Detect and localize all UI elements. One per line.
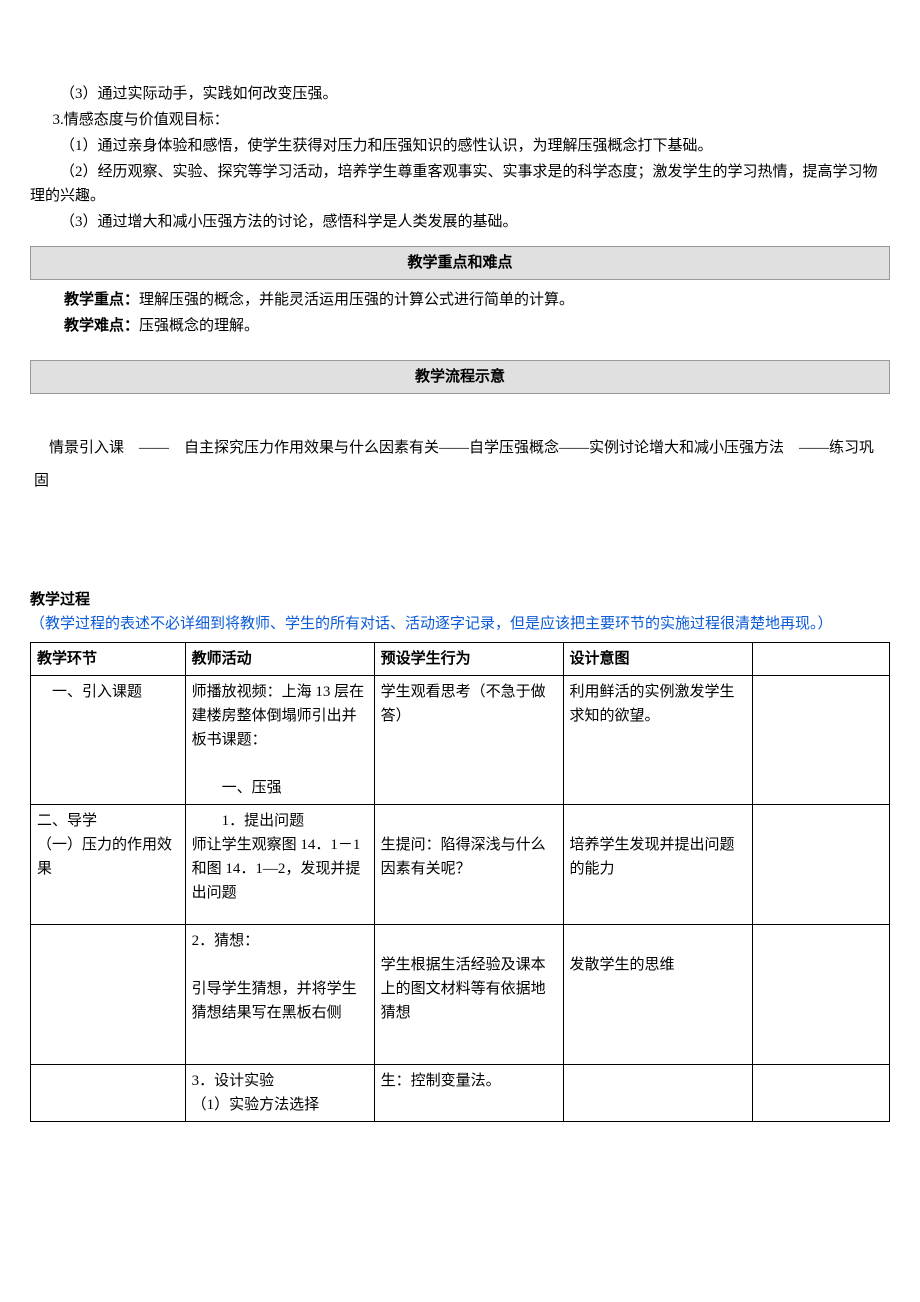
- cell-student: 学生观看思考（不急于做答）: [374, 676, 563, 805]
- process-note: （教学过程的表述不必详细到将教师、学生的所有对话、活动逐字记录，但是应该把主要环…: [30, 616, 833, 632]
- intro-p1: （3）通过实际动手，实践如何改变压强。: [30, 82, 890, 106]
- intro-p4: （2）经历观察、实验、探究等学习活动，培养学生尊重客观事实、实事求是的科学态度；…: [30, 160, 890, 208]
- cell-student: 生提问：陷得深浅与什么因素有关呢？: [374, 805, 563, 925]
- header-flow: 教学流程示意: [30, 360, 890, 394]
- keypoint-difficulty-label: 教学难点：: [64, 318, 139, 334]
- intro-p2: 3.情感态度与价值观目标：: [30, 108, 890, 132]
- table-row: 2．猜想： 引导学生猜想，并将学生猜想结果写在黑板右侧 学生根据生活经验及课本上…: [31, 925, 890, 1065]
- table-row: 一、引入课题 师播放视频：上海 13 层在建楼房整体倒塌师引出并板书课题： 一、…: [31, 676, 890, 805]
- th-teacher: 教师活动: [185, 643, 374, 676]
- th-blank: [752, 643, 889, 676]
- keypoints-block: 教学重点：理解压强的概念，并能灵活运用压强的计算公式进行简单的计算。 教学难点：…: [30, 288, 890, 348]
- cell-blank: [752, 1065, 889, 1122]
- process-label: 教学过程: [30, 592, 90, 608]
- keypoint-difficulty-text: 压强概念的理解。: [139, 318, 259, 334]
- keypoint-difficulty: 教学难点：压强概念的理解。: [34, 314, 886, 338]
- intro-p3: （1）通过亲身体验和感悟，使学生获得对压力和压强知识的感性认识，为理解压强概念打…: [30, 134, 890, 158]
- flow-block: 情景引入课 —— 自主探究压力作用效果与什么因素有关——自学压强概念——实例讨论…: [30, 402, 890, 558]
- cell-stage: 一、引入课题: [31, 676, 186, 805]
- cell-blank: [752, 805, 889, 925]
- cell-stage: [31, 1065, 186, 1122]
- keypoint-focus-label: 教学重点：: [64, 292, 139, 308]
- keypoint-focus-text: 理解压强的概念，并能灵活运用压强的计算公式进行简单的计算。: [139, 292, 574, 308]
- keypoint-focus: 教学重点：理解压强的概念，并能灵活运用压强的计算公式进行简单的计算。: [34, 288, 886, 312]
- cell-intent: 利用鲜活的实例激发学生求知的欲望。: [563, 676, 752, 805]
- table-row: 3．设计实验 （1）实验方法选择 生：控制变量法。: [31, 1065, 890, 1122]
- th-student: 预设学生行为: [374, 643, 563, 676]
- process-intro: 教学过程 （教学过程的表述不必详细到将教师、学生的所有对话、活动逐字记录，但是应该…: [30, 588, 890, 636]
- cell-teacher: 1．提出问题 师让学生观察图 14．1－1 和图 14．1—2，发现并提出问题: [185, 805, 374, 925]
- flow-text: 情景引入课 —— 自主探究压力作用效果与什么因素有关——自学压强概念——实例讨论…: [34, 440, 874, 489]
- table-header-row: 教学环节 教师活动 预设学生行为 设计意图: [31, 643, 890, 676]
- cell-teacher: 2．猜想： 引导学生猜想，并将学生猜想结果写在黑板右侧: [185, 925, 374, 1065]
- intro-section: （3）通过实际动手，实践如何改变压强。 3.情感态度与价值观目标： （1）通过亲…: [30, 82, 890, 234]
- header-keypoints: 教学重点和难点: [30, 246, 890, 280]
- th-intent: 设计意图: [563, 643, 752, 676]
- cell-student: 学生根据生活经验及课本上的图文材料等有依据地猜想: [374, 925, 563, 1065]
- cell-teacher: 师播放视频：上海 13 层在建楼房整体倒塌师引出并板书课题： 一、压强: [185, 676, 374, 805]
- intro-p5: （3）通过增大和减小压强方法的讨论，感悟科学是人类发展的基础。: [30, 210, 890, 234]
- process-table: 教学环节 教师活动 预设学生行为 设计意图 一、引入课题 师播放视频：上海 13…: [30, 642, 890, 1122]
- cell-stage: [31, 925, 186, 1065]
- cell-student: 生：控制变量法。: [374, 1065, 563, 1122]
- cell-intent: 培养学生发现并提出问题的能力: [563, 805, 752, 925]
- th-stage: 教学环节: [31, 643, 186, 676]
- cell-intent: [563, 1065, 752, 1122]
- cell-teacher: 3．设计实验 （1）实验方法选择: [185, 1065, 374, 1122]
- table-row: 二、导学 （一）压力的作用效果 1．提出问题 师让学生观察图 14．1－1 和图…: [31, 805, 890, 925]
- cell-stage: 二、导学 （一）压力的作用效果: [31, 805, 186, 925]
- cell-blank: [752, 925, 889, 1065]
- cell-intent: 发散学生的思维: [563, 925, 752, 1065]
- cell-blank: [752, 676, 889, 805]
